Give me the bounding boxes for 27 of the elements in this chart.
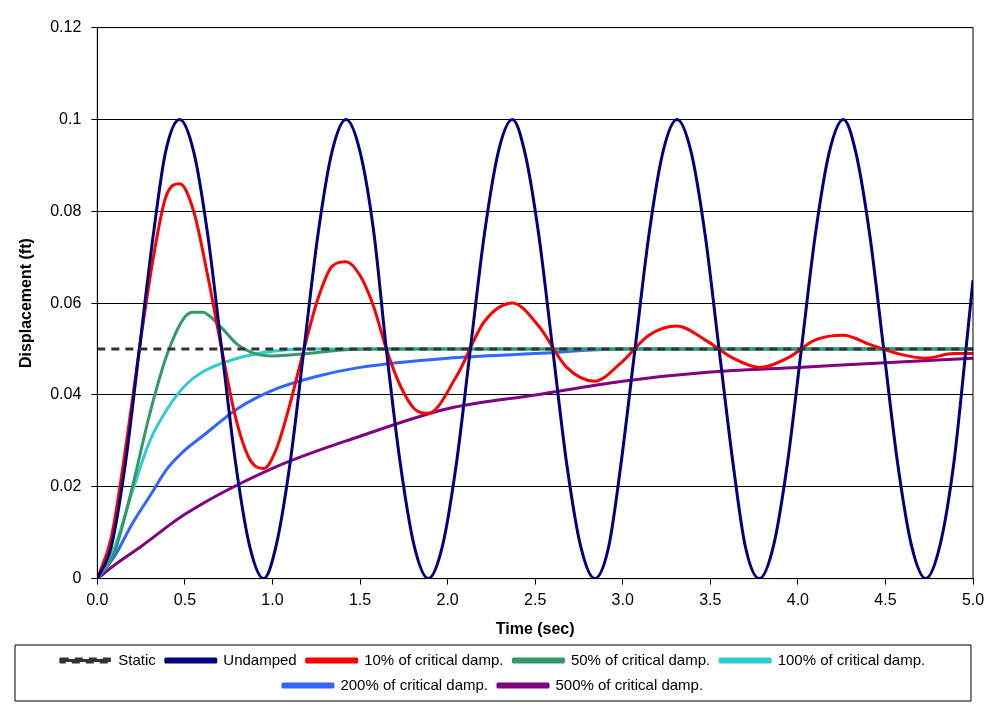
legend-label: 200% of critical damp.	[340, 675, 489, 693]
y-tick-label: 0.1	[59, 109, 82, 127]
x-tick-label: 5.0	[961, 590, 985, 608]
x-tick-label: 2.5	[524, 590, 547, 608]
x-tick-label: 0.5	[173, 590, 197, 608]
y-tick-label: 0.06	[50, 293, 82, 311]
x-tick-label: 0.0	[86, 590, 109, 608]
x-tick-label: 4.5	[874, 590, 897, 608]
y-tick-label: 0.04	[50, 385, 82, 403]
y-tick-label: 0.02	[50, 477, 82, 495]
x-tick-label: 2.0	[436, 590, 459, 608]
legend-label: Static	[118, 650, 157, 668]
y-tick-label: 0	[72, 569, 82, 587]
legend-label: 10% of critical damp.	[364, 650, 504, 668]
y-tick-label: 0.08	[50, 201, 82, 219]
x-tick-label: 3.0	[611, 590, 634, 608]
x-tick-label: 1.5	[348, 590, 372, 608]
legend-label: Undamped	[223, 650, 297, 668]
x-tick-label: 3.5	[699, 590, 722, 608]
y-tick-label: 0.12	[50, 18, 82, 36]
x-tick-label: 4.0	[786, 590, 810, 608]
x-axis-title: Time (sec)	[495, 619, 575, 637]
y-axis-title: Displacement (ft)	[17, 238, 35, 368]
legend-label: 100% of critical damp.	[777, 650, 926, 668]
legend-label: 50% of critical damp.	[570, 650, 711, 668]
x-tick-label: 1.0	[261, 590, 284, 608]
legend-label: 500% of critical damp.	[555, 675, 704, 693]
